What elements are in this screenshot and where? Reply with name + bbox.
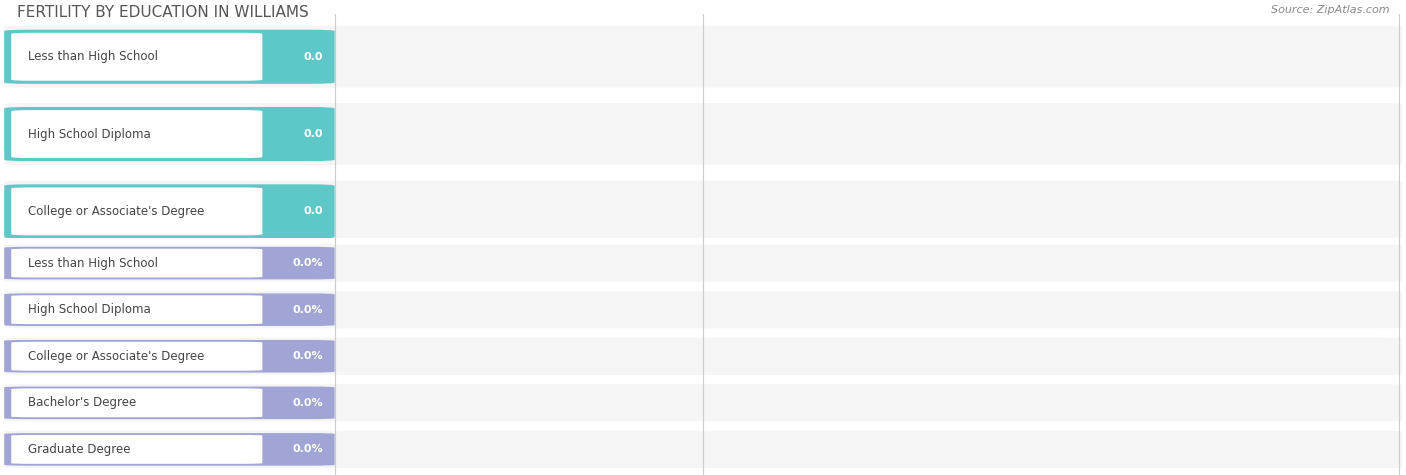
FancyBboxPatch shape	[4, 294, 335, 326]
FancyBboxPatch shape	[11, 33, 263, 81]
FancyBboxPatch shape	[4, 258, 1402, 320]
FancyBboxPatch shape	[4, 387, 335, 419]
FancyBboxPatch shape	[4, 107, 335, 161]
FancyBboxPatch shape	[11, 265, 263, 313]
FancyBboxPatch shape	[4, 262, 335, 316]
Text: 0.0: 0.0	[304, 206, 323, 217]
FancyBboxPatch shape	[4, 340, 335, 372]
FancyBboxPatch shape	[4, 103, 1402, 165]
FancyBboxPatch shape	[4, 335, 1402, 397]
FancyBboxPatch shape	[4, 26, 1402, 88]
Text: 0.0%: 0.0%	[292, 398, 323, 408]
Text: 0.0: 0.0	[304, 52, 323, 62]
FancyBboxPatch shape	[4, 30, 335, 84]
Text: Bachelor's Degree: Bachelor's Degree	[28, 282, 136, 295]
FancyBboxPatch shape	[11, 342, 263, 370]
Text: Source: ZipAtlas.com: Source: ZipAtlas.com	[1271, 5, 1389, 15]
FancyBboxPatch shape	[11, 389, 263, 417]
FancyBboxPatch shape	[4, 339, 335, 393]
FancyBboxPatch shape	[4, 433, 335, 465]
FancyBboxPatch shape	[11, 188, 263, 235]
Text: 0.0%: 0.0%	[292, 258, 323, 268]
Text: College or Associate's Degree: College or Associate's Degree	[28, 205, 204, 218]
Text: High School Diploma: High School Diploma	[28, 303, 150, 316]
FancyBboxPatch shape	[11, 342, 263, 390]
Text: High School Diploma: High School Diploma	[28, 128, 150, 141]
FancyBboxPatch shape	[4, 431, 1402, 468]
Text: Bachelor's Degree: Bachelor's Degree	[28, 396, 136, 409]
Text: 0.0: 0.0	[304, 361, 323, 371]
Text: 0.0: 0.0	[304, 284, 323, 294]
FancyBboxPatch shape	[11, 295, 263, 324]
Text: Less than High School: Less than High School	[28, 256, 157, 270]
FancyBboxPatch shape	[4, 184, 335, 238]
FancyBboxPatch shape	[4, 291, 1402, 328]
FancyBboxPatch shape	[4, 245, 1402, 282]
Text: 0.0%: 0.0%	[292, 304, 323, 314]
FancyBboxPatch shape	[4, 338, 1402, 375]
Text: 0.0%: 0.0%	[292, 445, 323, 455]
Text: 0.0%: 0.0%	[292, 351, 323, 361]
Text: Graduate Degree: Graduate Degree	[28, 443, 131, 456]
FancyBboxPatch shape	[11, 435, 263, 464]
Text: Graduate Degree: Graduate Degree	[28, 360, 131, 372]
FancyBboxPatch shape	[11, 110, 263, 158]
Text: College or Associate's Degree: College or Associate's Degree	[28, 350, 204, 363]
Text: Less than High School: Less than High School	[28, 50, 157, 63]
FancyBboxPatch shape	[4, 180, 1402, 242]
FancyBboxPatch shape	[4, 247, 335, 279]
Text: 0.0: 0.0	[304, 129, 323, 139]
FancyBboxPatch shape	[11, 249, 263, 277]
FancyBboxPatch shape	[4, 384, 1402, 421]
Text: FERTILITY BY EDUCATION IN WILLIAMS: FERTILITY BY EDUCATION IN WILLIAMS	[17, 5, 309, 20]
